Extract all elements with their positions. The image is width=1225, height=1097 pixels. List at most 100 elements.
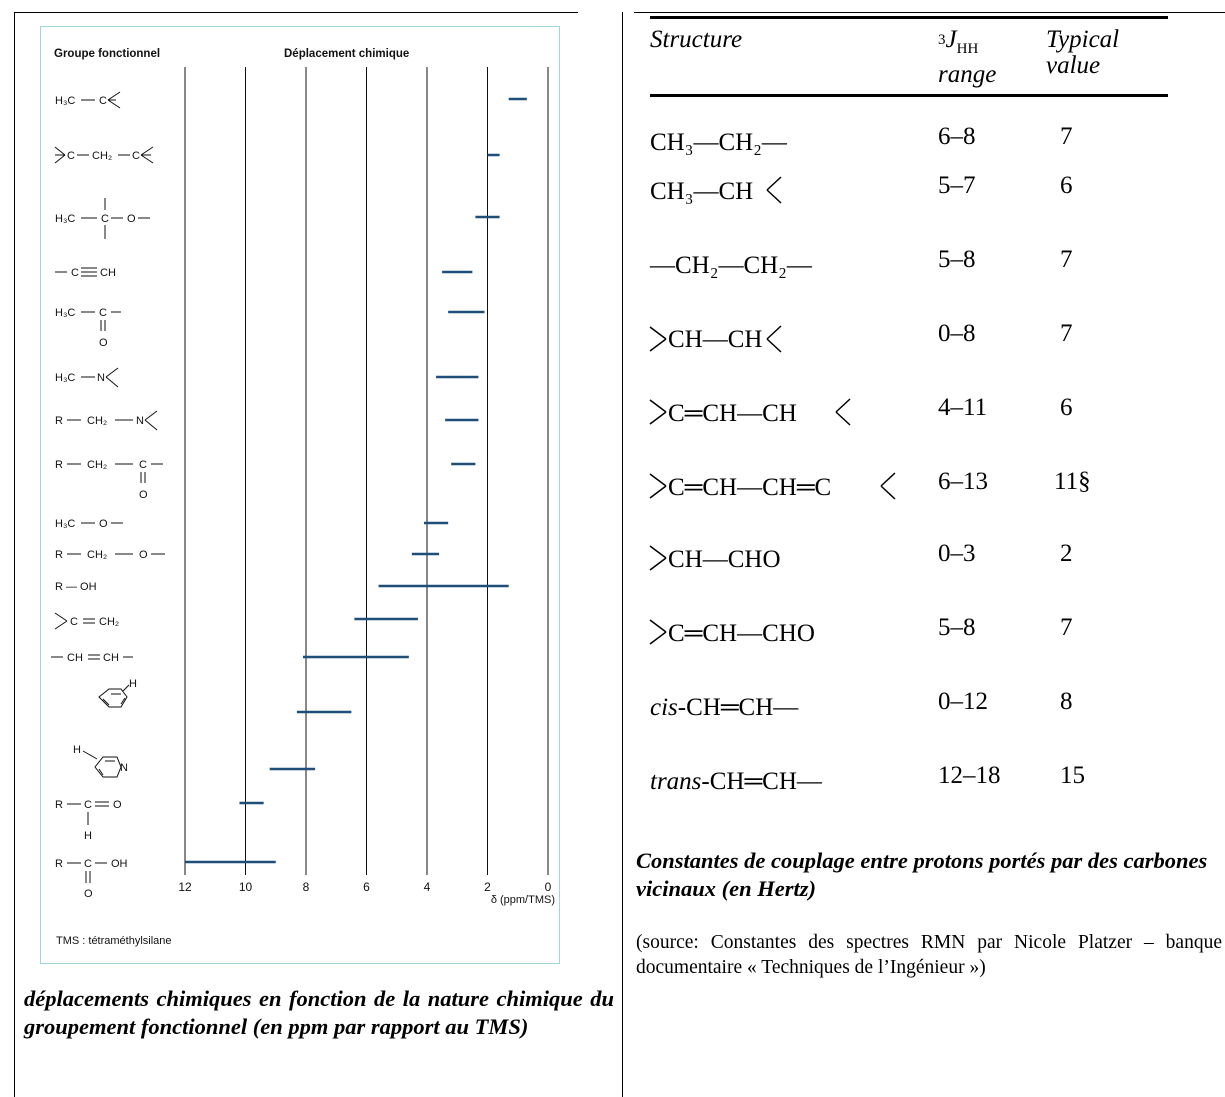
group-text: O (99, 337, 108, 349)
structure-row-7: CH—CHO (668, 546, 781, 573)
group-text: H (73, 744, 81, 756)
typical-cell: 7 (1060, 320, 1073, 347)
tick-label: 4 (424, 880, 431, 894)
chart-header-right: Déplacement chimique (284, 48, 409, 60)
group-text: O (113, 799, 122, 811)
table-header-rule (650, 94, 1168, 97)
group-text: R (55, 549, 63, 561)
typical-cell: 11§ (1054, 468, 1091, 495)
tick-label: 10 (239, 880, 253, 894)
structure-row-4: CH—CH (668, 326, 762, 353)
structure-row-2: CH₃—CH (650, 178, 753, 205)
group-text: R (55, 858, 63, 870)
structure-row-9-prefix: cis (650, 694, 678, 721)
chart-header-left: Groupe fonctionnel (54, 48, 160, 60)
group-text: CH (100, 267, 116, 279)
structure-row-9-rest: -CH═CH— (678, 694, 799, 721)
header-typical-line2: value (1046, 52, 1101, 79)
group-text: R (55, 415, 63, 427)
tick-labels: 12 10 8 6 4 2 0 (178, 880, 551, 894)
tick-label: 0 (545, 880, 552, 894)
typical-cell: 7 (1060, 614, 1073, 641)
group-alkene-terminal: C CH₂ (54, 612, 119, 630)
group-text: C (67, 150, 75, 162)
group-r-ch2-co: R CH₂ C O (55, 459, 163, 501)
top-rule-right (634, 12, 1225, 13)
typical-cell: 6 (1060, 172, 1073, 199)
typical-cell: 2 (1060, 540, 1073, 567)
group-text: N (97, 372, 105, 384)
range-cell: 0–8 (938, 320, 976, 347)
group-text: H₃C (55, 518, 75, 530)
x-axis-label: δ (ppm/TMS) (491, 894, 555, 906)
group-text: C (139, 459, 147, 471)
range-cell: 6–13 (938, 468, 988, 495)
group-carboxylic-acid: R C OH O (55, 858, 128, 900)
group-text: C (71, 267, 79, 279)
group-text: H₃C (55, 213, 75, 225)
structure-column: CH₃—CH₂— CH₃—CH —CH₂—CH₂— CH—CH C═CH—CH … (649, 129, 896, 795)
group-text: R (55, 799, 63, 811)
grid-lines (184, 67, 549, 875)
group-r-ch2-o: R CH₂ O (55, 549, 165, 561)
structure-row-5: C═CH—CH (668, 400, 797, 427)
header-typical-line1: Typical (1046, 26, 1120, 53)
header-typical: Typical value (1046, 27, 1119, 79)
structure-row-9: cis-CH═CH— (650, 694, 799, 721)
group-text: H (84, 830, 92, 842)
group-text: OH (111, 858, 128, 870)
group-text: O (139, 489, 148, 501)
structure-row-8: C═CH—CHO (668, 620, 815, 647)
group-text: C (84, 858, 92, 870)
group-text: N (136, 415, 144, 427)
range-cell: 5–8 (938, 614, 976, 641)
group-text: R (55, 459, 63, 471)
range-cell: 6–8 (938, 123, 976, 150)
group-alkene-internal: CH CH (51, 652, 133, 664)
group-text: CH₂ (92, 150, 112, 162)
group-text: C (70, 616, 78, 628)
group-text: H₃C (55, 95, 75, 107)
range-cell: 0–12 (938, 688, 988, 715)
range-cell: 5–7 (938, 172, 976, 199)
right-caption: Constantes de couplage entre protons por… (636, 848, 1208, 901)
group-text: H₃C (55, 372, 75, 384)
range-cell: 0–3 (938, 540, 976, 567)
group-text: C (99, 95, 107, 107)
source-note: (source: Constantes des spectres RMN par… (636, 932, 1222, 978)
header-range-line2: range (938, 61, 997, 88)
group-text: CH₂ (99, 616, 119, 628)
group-h3c-co: H₃C C O (55, 307, 121, 349)
pyridine-ring: H N (73, 744, 128, 778)
top-rule-left (14, 12, 578, 13)
group-text: O (84, 888, 93, 900)
group-text: CH₂ (87, 415, 107, 427)
range-cell: 5–8 (938, 246, 976, 273)
group-aldehyde: R C O H (55, 799, 122, 842)
functional-group-labels: H₃C C C CH₂ C H₃C C O (51, 91, 165, 900)
group-text: C (101, 213, 109, 225)
typical-cell: 7 (1060, 123, 1073, 150)
structure-row-6: C═CH—CH═C (668, 474, 831, 501)
group-text: C (84, 799, 92, 811)
group-text: CH (67, 652, 83, 664)
group-h3c-o: H₃C O (55, 518, 123, 530)
left-border (14, 12, 15, 1097)
tms-footnote: TMS : tétraméthylsilane (56, 935, 172, 947)
group-text: O (99, 518, 108, 530)
group-h3c-c-o: H₃C C O (55, 198, 150, 239)
header-range: 3JHH range (938, 27, 996, 88)
group-h3c-c: H₃C C (55, 91, 121, 109)
benzene-ring: H (98, 678, 137, 708)
range-cell: 12–18 (938, 762, 1001, 789)
chart-svg: Groupe fonctionnel Déplacement chimique … (51, 48, 555, 947)
shift-bars (185, 97, 527, 864)
group-text: H (129, 678, 137, 690)
tick-label: 2 (484, 880, 491, 894)
tick-label: 8 (303, 880, 310, 894)
range-cell: 4–11 (938, 394, 988, 421)
structure-row-10-rest: -CH═CH— (701, 768, 822, 795)
group-text: R — OH (55, 581, 97, 593)
tick-label: 12 (178, 880, 192, 894)
group-c-ch2-c: C CH₂ C (54, 146, 154, 164)
